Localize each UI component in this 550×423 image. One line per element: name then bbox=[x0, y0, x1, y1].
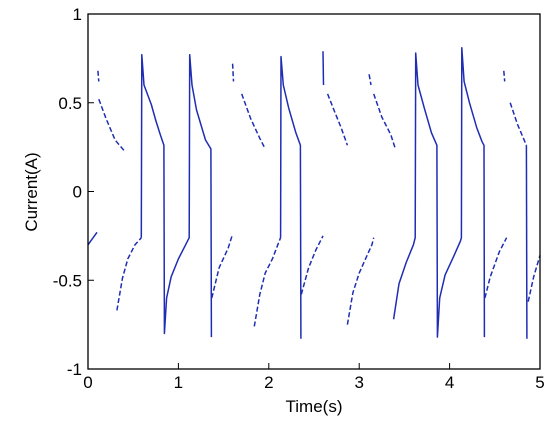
series-layer bbox=[87, 46, 541, 339]
series-1-segment bbox=[98, 98, 125, 152]
x-axis: 0 1 2 3 4 5 bbox=[83, 363, 545, 392]
series-1-segment bbox=[484, 237, 508, 299]
series-1-segment bbox=[326, 93, 349, 146]
x-tick-label: 3 bbox=[354, 373, 363, 392]
series-1-segment bbox=[240, 93, 266, 150]
series-1-segment bbox=[392, 46, 486, 338]
y-tick-label: 0 bbox=[73, 183, 82, 202]
series-1-segment bbox=[346, 237, 375, 325]
y-axis: 1 0.5 0 -0.5 -1 bbox=[53, 5, 94, 379]
series-1-segment bbox=[279, 55, 302, 339]
y-tick-label: -0.5 bbox=[53, 271, 82, 290]
series-1-segment bbox=[211, 233, 234, 299]
y-axis-label: Current(A) bbox=[22, 152, 41, 231]
y-tick-label: -1 bbox=[67, 360, 82, 379]
series-1-segment bbox=[300, 235, 324, 295]
series-1-segment bbox=[87, 231, 98, 246]
series-1-segment bbox=[509, 102, 528, 146]
x-tick-label: 4 bbox=[445, 373, 454, 392]
y-tick-label: 0.5 bbox=[58, 94, 82, 113]
series-1-segment bbox=[140, 54, 213, 338]
series-1-segment bbox=[231, 63, 235, 82]
series-1-segment bbox=[97, 70, 100, 82]
x-tick-label: 5 bbox=[535, 373, 544, 392]
series-1-segment bbox=[525, 145, 528, 339]
series-1-segment bbox=[527, 255, 541, 302]
x-tick-label: 1 bbox=[174, 373, 183, 392]
x-axis-label: Time(s) bbox=[286, 397, 343, 416]
series-1-segment bbox=[372, 93, 397, 150]
series-1-segment bbox=[253, 237, 282, 327]
y-tick-label: 1 bbox=[73, 5, 82, 24]
series-1-segment bbox=[503, 70, 506, 82]
series-1-segment bbox=[116, 237, 142, 311]
series-1-segment bbox=[322, 51, 325, 86]
x-tick-label: 2 bbox=[264, 373, 273, 392]
series-1-segment bbox=[368, 74, 372, 86]
x-tick-label: 0 bbox=[83, 373, 92, 392]
